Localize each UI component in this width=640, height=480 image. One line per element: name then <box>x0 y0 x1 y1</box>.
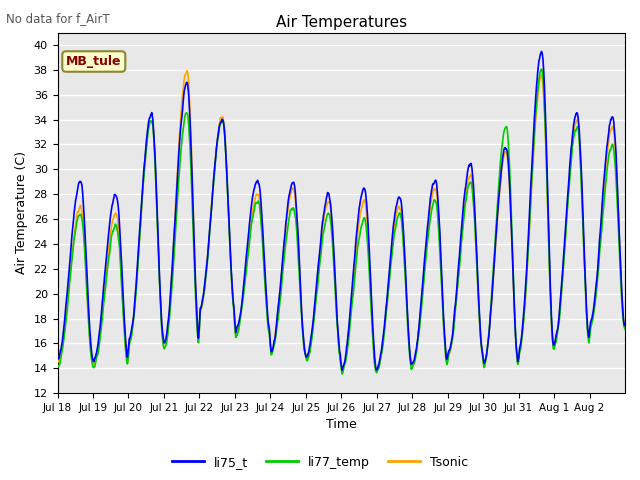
Text: MB_tule: MB_tule <box>66 55 122 68</box>
Title: Air Temperatures: Air Temperatures <box>276 15 407 30</box>
Tsonic <box>614 214 622 219</box>
Tsonic <box>54 357 61 362</box>
Y-axis label: Air Temperature (C): Air Temperature (C) <box>15 151 28 275</box>
li77_temp <box>621 326 629 332</box>
Tsonic <box>143 144 150 149</box>
li75_t <box>559 264 567 269</box>
li75_t <box>54 355 61 360</box>
Tsonic <box>339 370 346 375</box>
li75_t <box>538 48 545 54</box>
Legend: li75_t, li77_temp, Tsonic: li75_t, li77_temp, Tsonic <box>167 451 473 474</box>
li75_t <box>143 140 150 145</box>
li77_temp <box>339 371 346 377</box>
li77_temp <box>559 272 567 277</box>
li77_temp <box>143 147 150 153</box>
li75_t <box>476 310 483 315</box>
li77_temp <box>54 364 61 370</box>
li77_temp <box>326 217 334 223</box>
Tsonic <box>327 206 335 212</box>
li77_temp <box>614 224 622 229</box>
X-axis label: Time: Time <box>326 419 356 432</box>
Tsonic <box>621 323 629 329</box>
Text: No data for f_AirT: No data for f_AirT <box>6 12 110 25</box>
Tsonic <box>316 248 324 254</box>
li77_temp <box>538 66 546 72</box>
li75_t <box>316 250 323 255</box>
li77_temp <box>316 263 323 268</box>
Line: li77_temp: li77_temp <box>58 69 625 374</box>
li75_t <box>621 322 629 328</box>
Tsonic <box>559 268 567 274</box>
li75_t <box>339 367 346 373</box>
Tsonic <box>183 68 191 73</box>
li75_t <box>614 208 622 214</box>
Tsonic <box>476 321 484 327</box>
li77_temp <box>476 314 483 320</box>
li75_t <box>326 200 334 205</box>
Line: li75_t: li75_t <box>58 51 625 370</box>
Line: Tsonic: Tsonic <box>58 71 625 372</box>
